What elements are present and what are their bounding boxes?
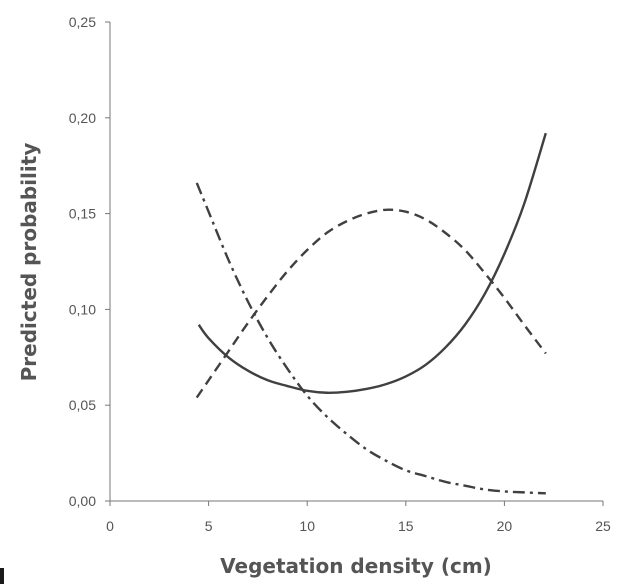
x-tick-label: 15 [398, 518, 414, 534]
series-layer [195, 132, 547, 495]
edge-mark [0, 568, 4, 584]
series-line-dash-dot [195, 182, 546, 495]
series-line-solid [197, 132, 547, 394]
x-tick-label: 0 [106, 518, 114, 534]
x-tick-label: 5 [205, 518, 213, 534]
x-axis-title: Vegetation density (cm) [220, 554, 492, 578]
y-axis-ticks: 0,00 0,05 0,10 0,15 0,20 0,25 [69, 14, 110, 509]
x-tick-label: 10 [299, 518, 315, 534]
x-tick-label: 20 [497, 518, 513, 534]
y-tick-label: 0,10 [69, 301, 96, 317]
y-axis-title: Predicted probability [17, 143, 41, 382]
y-tick-label: 0,25 [69, 14, 96, 30]
y-tick-label: 0,15 [69, 206, 96, 222]
x-tick-label: 25 [595, 518, 611, 534]
y-tick-label: 0,00 [69, 493, 96, 509]
y-tick-label: 0,05 [69, 397, 96, 413]
y-tick-label: 0,20 [69, 110, 96, 126]
x-axis-ticks: 0 5 10 15 20 25 [106, 501, 611, 534]
